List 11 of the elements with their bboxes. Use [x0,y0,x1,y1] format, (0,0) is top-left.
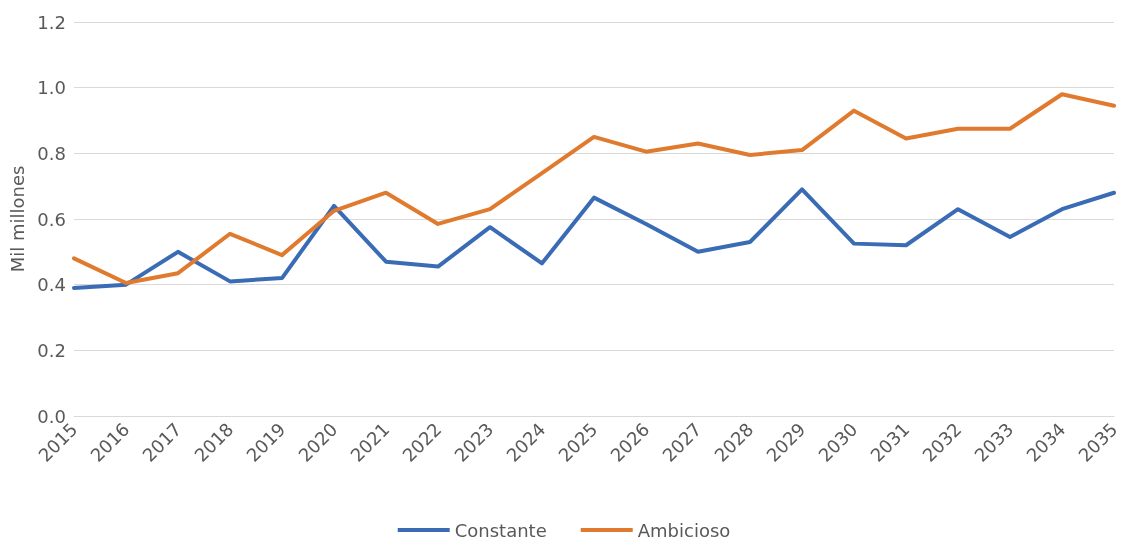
y-tick-label: 0.8 [37,142,66,164]
line-series [72,92,1116,286]
y-tick-label: 0.6 [37,208,66,230]
y-axis-title: Mil millones [6,165,28,273]
y-tick-label: 0.2 [37,339,66,361]
y-tick-label: 1.0 [37,77,66,99]
line-series [72,187,1116,290]
legend-label: Constante [454,519,547,541]
legend-label: Ambicioso [637,519,731,541]
y-tick-label: 1.2 [37,11,66,33]
y-tick-label: 0.4 [37,274,66,296]
